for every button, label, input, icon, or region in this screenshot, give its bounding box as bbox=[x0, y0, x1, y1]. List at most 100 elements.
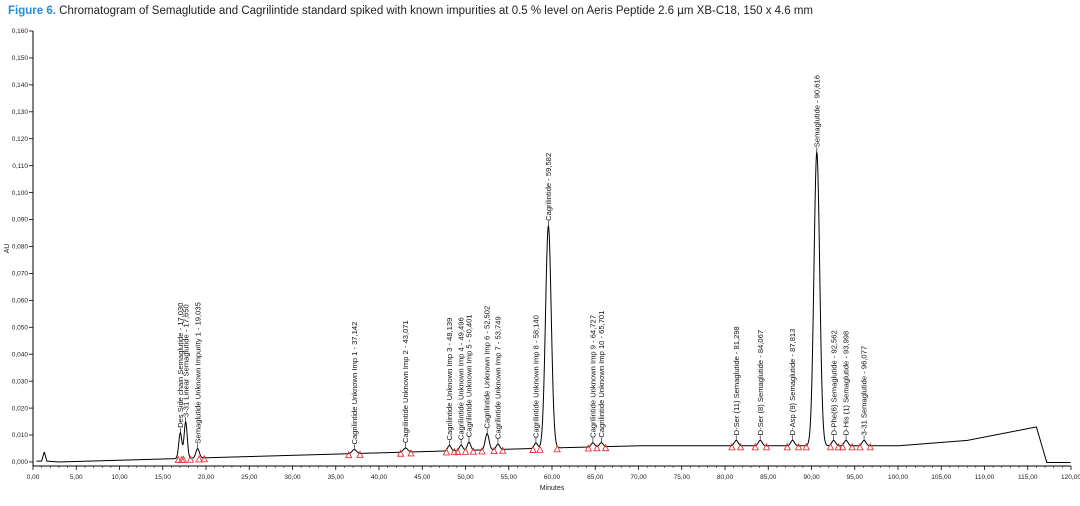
x-tick-label: 65,00 bbox=[587, 474, 604, 481]
x-tick-label: 40,00 bbox=[371, 474, 388, 481]
baseline-marker bbox=[461, 447, 470, 455]
baseline-marker bbox=[442, 447, 451, 456]
peak-label: Cagrilintide Unknown Imp 8 - 58,140 bbox=[532, 315, 541, 438]
y-tick-label: 0,010 bbox=[12, 432, 29, 439]
baseline-marker bbox=[848, 442, 856, 451]
x-tick-label: 85,00 bbox=[760, 474, 777, 481]
x-tick-label: 25,00 bbox=[241, 474, 258, 481]
peak-label: D-Asp (9) Semaglutide - 87,813 bbox=[788, 329, 797, 436]
baseline-marker bbox=[601, 443, 610, 452]
peak-label: Cagrilintide Unknown Imp 6 - 52,502 bbox=[483, 306, 492, 429]
x-tick-label: 35,00 bbox=[328, 474, 345, 481]
y-tick-label: 0,090 bbox=[12, 217, 29, 224]
x-tick-label: 50,00 bbox=[457, 474, 474, 481]
peak-label: 3-31 Semaglutide - 96,077 bbox=[860, 346, 869, 436]
baseline-marker bbox=[866, 442, 875, 451]
x-tick-label: 70,00 bbox=[630, 474, 647, 481]
peak-label: Cagrilintide - 59,582 bbox=[544, 153, 553, 221]
baseline-marker bbox=[478, 446, 486, 455]
baseline-marker bbox=[553, 444, 561, 453]
y-tick-label: 0,140 bbox=[12, 82, 29, 89]
y-tick-label: 0,080 bbox=[12, 244, 29, 251]
baseline-marker bbox=[593, 443, 601, 452]
y-tick-label: 0,060 bbox=[12, 298, 29, 305]
baseline-marker bbox=[856, 442, 864, 451]
baseline-marker bbox=[186, 455, 195, 463]
baseline-marker bbox=[762, 442, 771, 451]
figure-caption-text: Chromatogram of Semaglutide and Cagrilin… bbox=[55, 5, 813, 17]
x-tick-label: 10,00 bbox=[111, 474, 128, 481]
peak-label: Des Side chain Semaglutide - 17,030 bbox=[176, 303, 185, 428]
x-tick-label: 30,00 bbox=[284, 474, 301, 481]
peak-label: Cagrilintide Unknown Imp 2 - 43,071 bbox=[401, 320, 410, 443]
peak-label: D-Phe(6) Semaglutide - 92,562 bbox=[829, 330, 838, 435]
chart-ticks: 0,00 5,00 10,00 15,00 20,00 25,00 30,00 35,00 40… bbox=[12, 28, 1080, 481]
peak-label: Semaglutide - 90,616 bbox=[812, 75, 821, 147]
peak-label: Cagrilintide Unknown Imp 10 - 65,701 bbox=[597, 311, 606, 438]
peak-label: D-Ser (11) Semaglutide - 81,298 bbox=[732, 326, 741, 435]
y-tick-label: 0,020 bbox=[12, 405, 29, 412]
peak-label: 3-31 Linear Semaglutide - 17,650 bbox=[181, 304, 190, 417]
peak-label: Cagrilintide Unknown Imp 3 - 48,139 bbox=[445, 318, 454, 441]
y-tick-label: 0,120 bbox=[12, 136, 29, 143]
x-tick-label: 105,00 bbox=[931, 474, 951, 481]
y-tick-label: 0,050 bbox=[12, 324, 29, 331]
y-tick-label: 0,000 bbox=[12, 459, 29, 466]
baseline-marker bbox=[498, 446, 507, 454]
baseline-marker bbox=[490, 446, 498, 455]
baseline-marker bbox=[195, 454, 203, 463]
x-tick-label: 20,00 bbox=[198, 474, 215, 481]
x-tick-label: 55,00 bbox=[501, 474, 518, 481]
baseline-marker bbox=[200, 454, 208, 463]
baseline-marker bbox=[356, 450, 364, 458]
baseline-marker bbox=[834, 442, 843, 451]
x-tick-label: 120,00 bbox=[1061, 474, 1080, 481]
figure-caption: Figure 6. Chromatogram of Semaglutide an… bbox=[8, 5, 813, 17]
y-tick-label: 0,130 bbox=[12, 109, 29, 116]
peak-label: D-His (1) Semaglutide - 93,998 bbox=[842, 331, 851, 436]
x-tick-label: 0,00 bbox=[27, 474, 40, 481]
x-tick-label: 80,00 bbox=[717, 474, 734, 481]
figure-label: Figure 6. bbox=[8, 5, 56, 17]
x-tick-label: 115,00 bbox=[1018, 474, 1038, 481]
peak-label: Cagrilintide Unknown Imp 4 - 49,496 bbox=[457, 317, 466, 440]
x-tick-label: 15,00 bbox=[155, 474, 172, 481]
baseline-marker bbox=[529, 445, 537, 453]
peak-label: D-Ser (8) Semaglutide - 84,067 bbox=[756, 330, 765, 436]
peak-label: Semaglutide Unknown Impurity 1 - 19,035 bbox=[193, 302, 202, 443]
x-tick-label: 5,00 bbox=[70, 474, 83, 481]
x-tick-label: 75,00 bbox=[674, 474, 691, 481]
baseline-marker bbox=[826, 442, 835, 451]
baseline-marker bbox=[469, 447, 478, 455]
baseline-marker bbox=[802, 442, 811, 451]
x-tick-label: 100,00 bbox=[888, 474, 908, 481]
baseline-marker bbox=[453, 447, 462, 456]
y-tick-label: 0,070 bbox=[12, 271, 29, 278]
x-tick-label: 60,00 bbox=[544, 474, 561, 481]
y-tick-label: 0,160 bbox=[12, 28, 29, 35]
x-tick-label: 90,00 bbox=[803, 474, 820, 481]
y-tick-label: 0,150 bbox=[12, 55, 29, 62]
baseline-marker bbox=[407, 448, 415, 457]
x-axis-label: Minutes bbox=[540, 485, 565, 492]
baseline-marker bbox=[783, 442, 792, 451]
peak-label: Cagrilintide Unknown Imp 5 - 50,401 bbox=[465, 314, 474, 437]
baseline-markers bbox=[174, 442, 875, 464]
baseline-marker bbox=[584, 444, 593, 452]
peak-label: Cagrilintide Unknown Imp 7 - 53,749 bbox=[494, 316, 503, 439]
chromatogram-trace bbox=[36, 151, 1071, 463]
y-tick-label: 0,110 bbox=[12, 163, 28, 170]
baseline-marker bbox=[396, 449, 405, 457]
baseline-marker bbox=[736, 442, 745, 451]
baseline-marker bbox=[751, 442, 760, 451]
baseline-marker bbox=[179, 455, 188, 463]
y-axis-label: AU bbox=[4, 244, 11, 254]
baseline-marker bbox=[344, 450, 353, 459]
baseline-marker bbox=[838, 442, 847, 451]
baseline-marker bbox=[536, 445, 544, 453]
y-tick-label: 0,100 bbox=[12, 190, 29, 197]
x-tick-label: 110,00 bbox=[975, 474, 995, 481]
peak-label: Cagrilintide Unknown Imp 9 - 64,727 bbox=[588, 315, 597, 438]
peak-label: Cagrilintide Unknown Imp 1 - 37,142 bbox=[350, 322, 359, 445]
